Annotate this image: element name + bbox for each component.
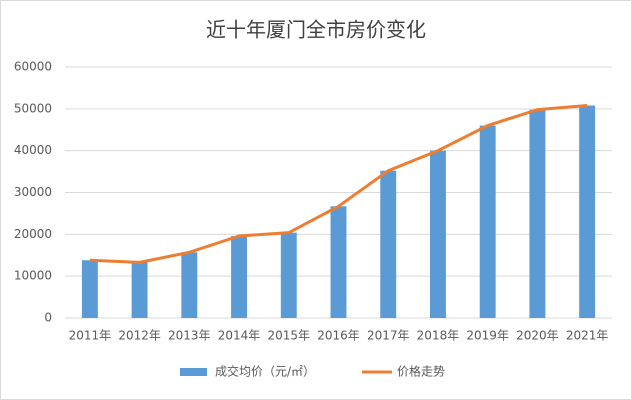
y-tick-label: 40000	[14, 143, 52, 157]
y-tick-label: 60000	[14, 60, 52, 74]
x-tick-label: 2019年	[466, 329, 509, 343]
bar	[81, 260, 98, 318]
y-tick-label: 50000	[14, 101, 52, 115]
bar	[330, 206, 347, 318]
x-tick-label: 2011年	[69, 329, 112, 343]
y-tick-label: 30000	[14, 185, 52, 199]
y-tick-label: 0	[44, 311, 52, 325]
y-tick-label: 20000	[14, 227, 52, 241]
legend-label: 价格走势	[397, 364, 445, 379]
legend-swatch	[180, 368, 207, 376]
x-tick-label: 2013年	[168, 329, 211, 343]
x-tick-label: 2012年	[118, 329, 161, 343]
x-tick-label: 2017年	[367, 329, 410, 343]
bar	[231, 236, 248, 318]
bar	[280, 232, 297, 318]
bar	[181, 252, 198, 318]
y-tick-label: 10000	[14, 269, 52, 283]
bar	[429, 150, 446, 318]
bar	[380, 170, 397, 318]
bar	[131, 262, 148, 318]
x-tick-label: 2015年	[267, 329, 310, 343]
x-tick-label: 2021年	[566, 329, 609, 343]
bar	[579, 105, 596, 318]
chart-title: 近十年厦门全市房价变化	[206, 18, 426, 42]
x-tick-label: 2016年	[317, 329, 360, 343]
bar	[479, 125, 496, 318]
x-tick-label: 2014年	[218, 329, 261, 343]
x-tick-label: 2018年	[417, 329, 460, 343]
legend-label: 成交均价（元/㎡）	[215, 364, 315, 379]
line	[89, 103, 588, 264]
x-tick-label: 2020年	[516, 329, 559, 343]
bar	[529, 109, 546, 318]
